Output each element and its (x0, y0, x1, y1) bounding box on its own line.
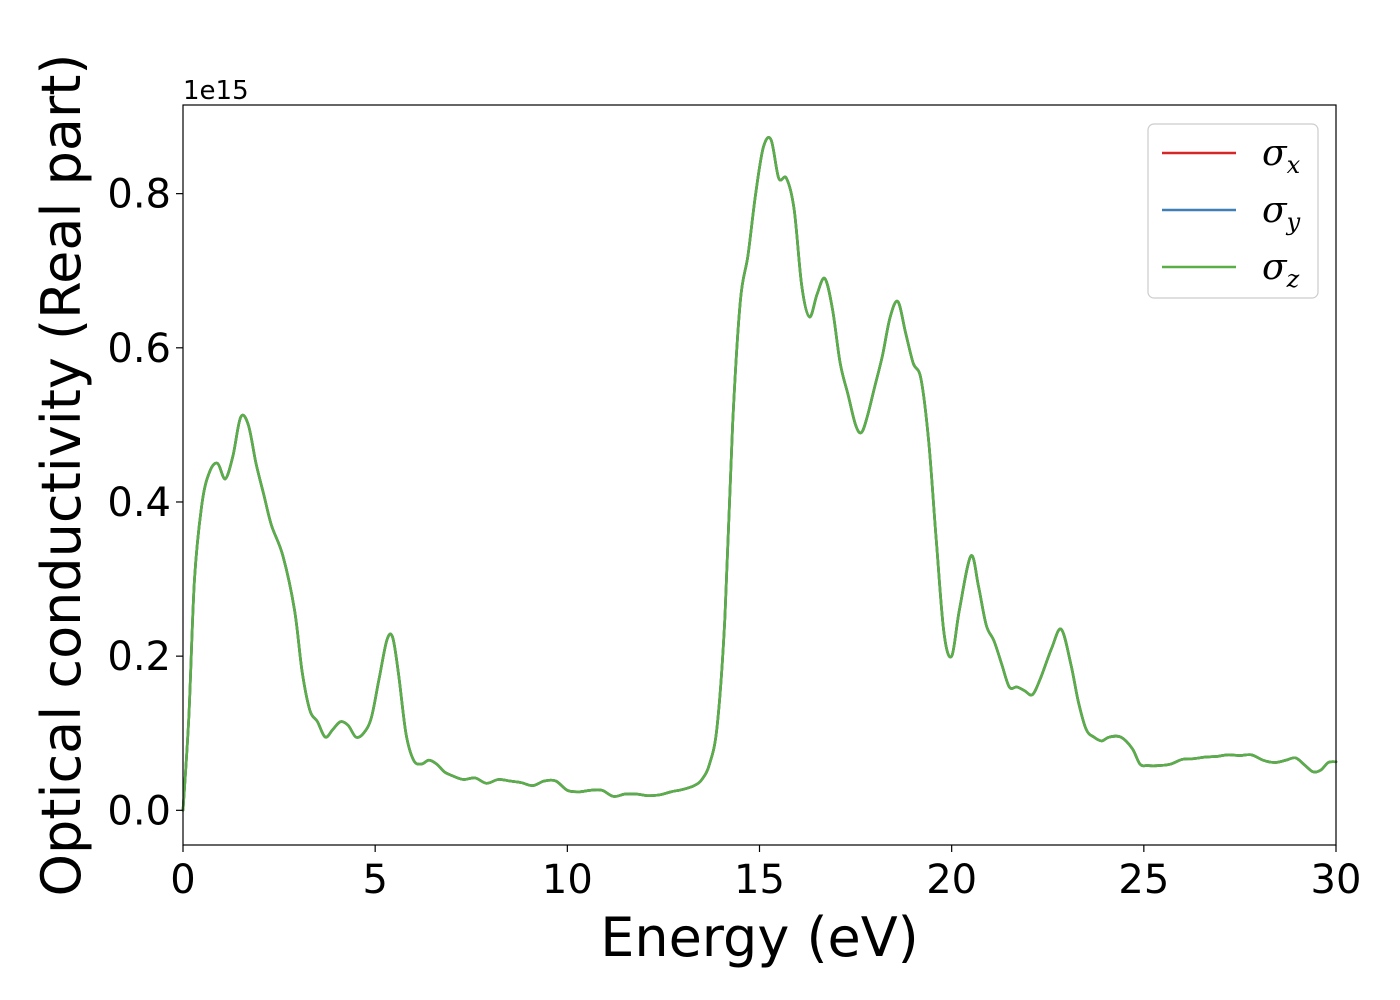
legend-label-sigma-y: σy (1262, 190, 1301, 236)
x-tick-label: 0 (170, 857, 195, 903)
x-tick-label: 20 (926, 857, 977, 903)
x-tick-label: 25 (1118, 857, 1169, 903)
y-tick-label: 0.2 (107, 634, 171, 680)
y-tick-label: 0.6 (107, 326, 171, 372)
series-layer (181, 136, 1338, 812)
series-line-sigma-z (181, 136, 1338, 812)
y-offset-label: 1e15 (183, 76, 249, 106)
x-tick-label: 30 (1311, 857, 1362, 903)
y-tick-label: 0.8 (107, 172, 171, 218)
plot-area (181, 136, 1338, 812)
y-tick-label: 0.0 (107, 788, 171, 834)
y-tick-label: 0.4 (107, 480, 171, 526)
legend-label-sigma-x: σx (1262, 133, 1301, 179)
y-axis-ticks: 0.0 0.2 0.4 0.6 0.8 (107, 172, 183, 834)
x-tick-label: 15 (734, 857, 785, 903)
x-axis-title: Energy (eV) (600, 906, 919, 969)
x-tick-label: 5 (362, 857, 387, 903)
x-axis-ticks: 0 5 10 15 20 25 30 (170, 845, 1361, 903)
y-axis-title: Optical conductivity (Real part) (30, 54, 93, 897)
x-tick-label: 10 (542, 857, 593, 903)
